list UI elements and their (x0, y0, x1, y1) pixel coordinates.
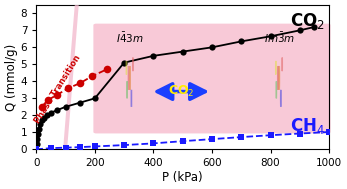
X-axis label: P (kPa): P (kPa) (162, 171, 203, 184)
Text: Phase Transition: Phase Transition (33, 53, 82, 125)
Y-axis label: Q (mmol/g): Q (mmol/g) (5, 43, 18, 111)
Text: CH$_4$: CH$_4$ (290, 116, 325, 136)
FancyBboxPatch shape (93, 24, 331, 133)
Text: CO$_2$: CO$_2$ (290, 11, 325, 31)
Text: $I\bar{4}3m$: $I\bar{4}3m$ (116, 31, 144, 45)
Circle shape (128, 66, 129, 90)
Ellipse shape (37, 0, 103, 189)
Text: CO$_2$: CO$_2$ (168, 84, 194, 99)
Text: $Im\bar{3}m$: $Im\bar{3}m$ (264, 31, 295, 45)
